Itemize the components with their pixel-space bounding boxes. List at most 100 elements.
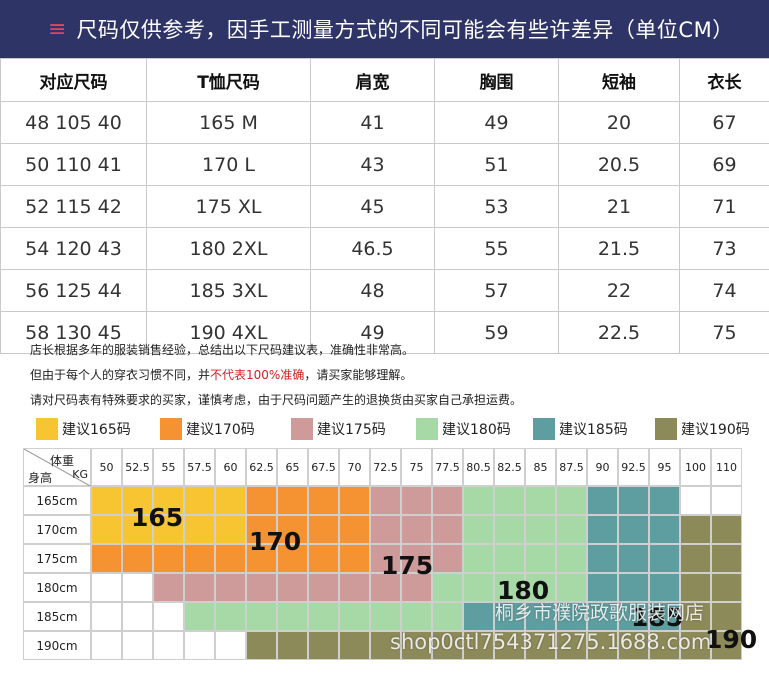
size-cell xyxy=(432,573,463,602)
size-cell xyxy=(525,544,556,573)
cell-equivalent-size: 50 110 41 xyxy=(1,144,147,186)
cell-shoulder: 41 xyxy=(311,102,435,144)
header-sleeve: 短袖 xyxy=(559,59,680,102)
size-cell xyxy=(153,573,184,602)
legend-item: 建议170码 xyxy=(160,418,255,440)
size-cell xyxy=(184,573,215,602)
size-cell xyxy=(184,631,215,660)
height-label: 180cm xyxy=(24,581,90,595)
size-table-header-row: 对应尺码 T恤尺码 肩宽 胸围 短袖 衣长 xyxy=(1,59,769,102)
legend-item: 建议190码 xyxy=(655,418,750,440)
legend-label: 建议190码 xyxy=(681,419,750,439)
cell-sleeve: 21.5 xyxy=(559,228,680,270)
header-tshirt-size: T恤尺码 xyxy=(147,59,311,102)
size-cell xyxy=(370,602,401,631)
size-cell xyxy=(91,602,122,631)
size-cell xyxy=(587,544,618,573)
notes-block: 店长根据多年的服装销售经验，总结出以下尺码建议表，准确性非常高。 但由于每个人的… xyxy=(30,338,522,413)
height-label: 165cm xyxy=(24,494,90,508)
cell-length: 67 xyxy=(680,102,769,144)
weight-label: 87.5 xyxy=(557,453,586,482)
weight-label: 95 xyxy=(650,453,679,482)
weight-label: 55 xyxy=(154,453,183,482)
weight-label: 72.5 xyxy=(371,453,400,482)
legend-swatch xyxy=(416,418,438,440)
weight-label: 92.5 xyxy=(619,453,648,482)
size-cell xyxy=(432,544,463,573)
size-cell xyxy=(246,486,277,515)
size-cell xyxy=(91,631,122,660)
header-length: 衣长 xyxy=(680,59,769,102)
size-cell xyxy=(215,515,246,544)
cell-length: 75 xyxy=(680,312,769,354)
legend-label: 建议170码 xyxy=(186,419,255,439)
weight-label: 52.5 xyxy=(123,453,152,482)
note-line-2-pre: 但由于每个人的穿衣习惯不同，并 xyxy=(30,368,210,382)
weight-header-cell: 90 xyxy=(587,448,618,486)
cell-sleeve: 21 xyxy=(559,186,680,228)
legend-swatch xyxy=(160,418,182,440)
header-equivalent-size: 对应尺码 xyxy=(1,59,147,102)
size-cell xyxy=(308,486,339,515)
cell-tshirt-size: 185 3XL xyxy=(147,270,311,312)
size-cell xyxy=(401,486,432,515)
cell-tshirt-size: 175 XL xyxy=(147,186,311,228)
table-row: 52 115 42 175 XL 45 53 21 71 xyxy=(1,186,769,228)
height-label-cell: 180cm xyxy=(23,573,91,602)
weight-header-cell: 82.5 xyxy=(494,448,525,486)
height-label-cell: 175cm xyxy=(23,544,91,573)
size-cell xyxy=(122,573,153,602)
height-label: 175cm xyxy=(24,552,90,566)
legend-item: 建议175码 xyxy=(291,418,386,440)
size-cell xyxy=(308,573,339,602)
size-cell xyxy=(587,515,618,544)
cell-length: 73 xyxy=(680,228,769,270)
legend-item: 建议180码 xyxy=(416,418,511,440)
height-label-cell: 185cm xyxy=(23,602,91,631)
size-cell xyxy=(618,544,649,573)
size-cell xyxy=(246,631,277,660)
weight-header-cell: 75 xyxy=(401,448,432,486)
size-cell xyxy=(711,486,742,515)
size-cell xyxy=(587,486,618,515)
cell-sleeve: 20.5 xyxy=(559,144,680,186)
weight-label: 80.5 xyxy=(464,453,493,482)
size-cell xyxy=(494,544,525,573)
size-cell xyxy=(122,544,153,573)
size-cell xyxy=(153,631,184,660)
size-cell xyxy=(649,515,680,544)
cell-equivalent-size: 56 125 44 xyxy=(1,270,147,312)
watermark-shop-name: 桐乡市濮院政歌服装网店 xyxy=(495,598,704,625)
legend-label: 建议185码 xyxy=(559,419,628,439)
note-line-1: 店长根据多年的服装销售经验，总结出以下尺码建议表，准确性非常高。 xyxy=(30,338,522,363)
size-cell xyxy=(680,486,711,515)
size-cell xyxy=(494,515,525,544)
cell-equivalent-size: 48 105 40 xyxy=(1,102,147,144)
size-zone-label: 175 xyxy=(381,551,433,580)
legend-swatch xyxy=(291,418,313,440)
weight-header-cell: 80.5 xyxy=(463,448,494,486)
size-cell xyxy=(215,631,246,660)
size-cell xyxy=(711,515,742,544)
size-cell xyxy=(525,486,556,515)
weight-header-cell: 110 xyxy=(711,448,742,486)
size-cell xyxy=(339,573,370,602)
weight-header-cell: 62.5 xyxy=(246,448,277,486)
corner-weight-label: 体重 xyxy=(50,452,74,469)
size-cell xyxy=(339,631,370,660)
height-label: 170cm xyxy=(24,523,90,537)
size-cell xyxy=(308,544,339,573)
size-cell xyxy=(246,573,277,602)
size-cell xyxy=(246,602,277,631)
size-cell xyxy=(463,573,494,602)
size-cell xyxy=(463,515,494,544)
size-cell xyxy=(91,515,122,544)
menu-mark-icon: ≡ xyxy=(48,17,66,42)
cell-chest: 55 xyxy=(435,228,559,270)
size-cell xyxy=(463,486,494,515)
legend-swatch xyxy=(655,418,677,440)
size-cell xyxy=(339,486,370,515)
weight-header-cell: 92.5 xyxy=(618,448,649,486)
size-cell xyxy=(680,544,711,573)
weight-header-cell: 70 xyxy=(339,448,370,486)
